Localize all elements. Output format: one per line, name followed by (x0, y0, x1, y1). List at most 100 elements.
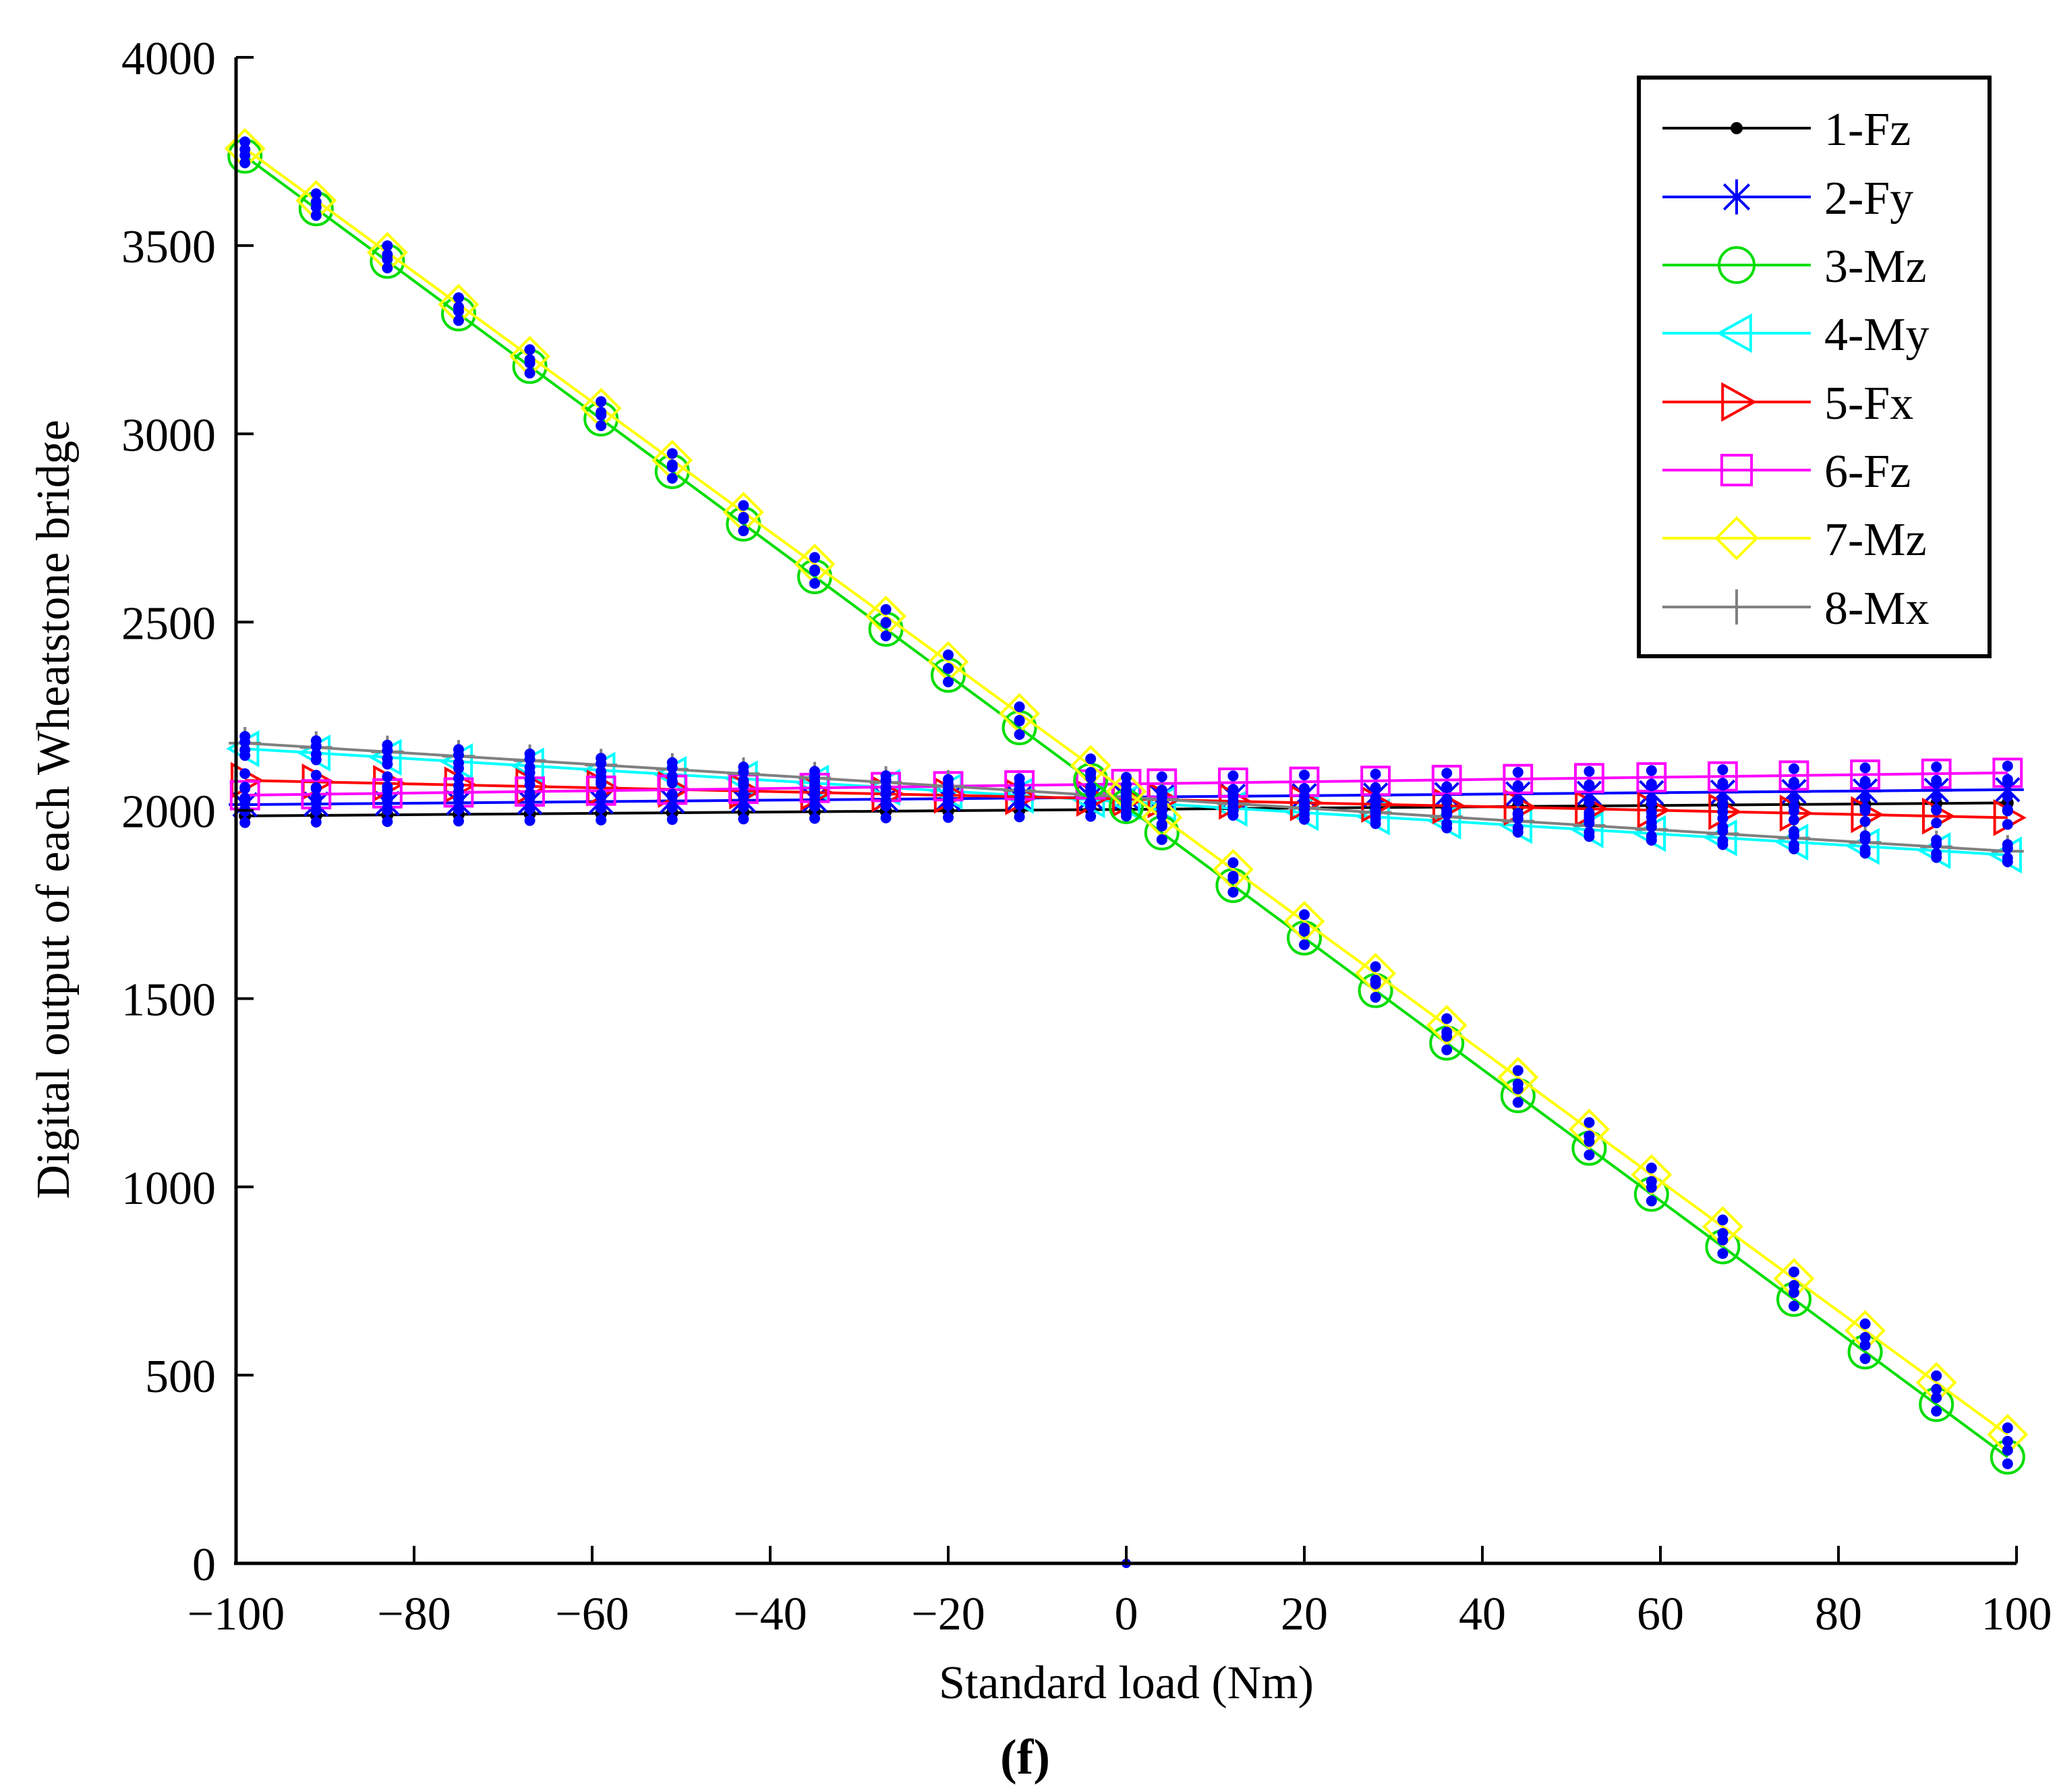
sample-dot (1717, 764, 1729, 776)
x-axis-label: Standard load (Nm) (939, 1657, 1314, 1709)
sample-dot (1789, 839, 1799, 850)
sample-dot (1931, 761, 1942, 773)
sample-dot (382, 771, 393, 782)
sample-dot (524, 792, 535, 804)
sample-dot (310, 749, 322, 760)
legend-marker (1731, 122, 1743, 134)
sample-dot (1789, 801, 1799, 812)
y-tick-label: 3500 (121, 221, 216, 273)
sample-dot (596, 803, 607, 814)
sample-dot (453, 306, 464, 317)
sample-dot (1299, 809, 1310, 821)
data-point (1635, 776, 1668, 809)
y-tick-label: 1500 (121, 975, 216, 1027)
sample-dot (1370, 782, 1381, 793)
sample-dot (310, 795, 322, 807)
legend-label: 3-Mz (1824, 241, 1927, 293)
sample-dot (738, 761, 749, 773)
sample-dot (453, 804, 464, 815)
sample-dot (1512, 780, 1524, 792)
sample-dot (1085, 753, 1097, 765)
sample-dot (524, 761, 535, 773)
sample-dot (738, 513, 749, 525)
sample-dot (880, 630, 892, 641)
x-tick-label: −80 (377, 1588, 451, 1640)
sample-dot (382, 794, 393, 806)
sample-dot (809, 565, 820, 577)
sample-dot (943, 812, 954, 823)
sample-dot (596, 778, 607, 790)
sample-dot (1156, 787, 1167, 799)
sample-dot (738, 525, 749, 537)
sample-dot (666, 802, 678, 813)
sample-dot (1789, 826, 1799, 837)
sample-dot (1512, 822, 1524, 834)
sample-dot (310, 782, 322, 793)
sample-dot (1859, 762, 1871, 774)
data-point (1503, 763, 1534, 794)
sample-dot (1227, 784, 1239, 795)
sample-dot (239, 150, 251, 161)
sample-dot (1370, 813, 1381, 825)
sample-dot (1717, 1227, 1729, 1239)
sample-dot (2002, 819, 2013, 830)
data-point (1431, 764, 1462, 795)
x-tick-label: 100 (1981, 1588, 2052, 1640)
sample-dot (1441, 793, 1453, 805)
sample-dot (1512, 809, 1524, 820)
sample-dot (596, 420, 607, 432)
sample-dot (1859, 1353, 1871, 1364)
legend-item-8-Mx: 8-Mx (1662, 583, 1930, 635)
sample-dot (1789, 1300, 1799, 1312)
sample-dot (943, 774, 954, 785)
sample-dot (1646, 798, 1657, 809)
x-tick-label: 80 (1815, 1588, 1862, 1640)
sample-dot (310, 202, 322, 213)
sample-dot (1014, 701, 1025, 713)
sample-dot (1370, 792, 1381, 803)
sample-dot (1646, 765, 1657, 776)
sample-dot (943, 649, 954, 660)
sample-dot (524, 368, 535, 379)
sample-dot (1859, 815, 1871, 827)
sample-dot (239, 730, 251, 742)
sample-dot (524, 779, 535, 790)
sample-dot (2002, 790, 2013, 802)
sample-dot (1584, 827, 1595, 838)
legend-marker (1716, 313, 1752, 353)
legend-label: 8-Mx (1824, 583, 1930, 635)
sample-dot (524, 344, 535, 355)
sample-dot (310, 770, 322, 781)
sample-dot (1584, 1117, 1595, 1128)
sample-dot (239, 744, 251, 755)
sample-dot (1584, 1149, 1595, 1161)
sample-dot (880, 812, 892, 823)
sample-dot (1859, 1339, 1871, 1351)
sample-layer (239, 136, 2013, 1568)
sample-dot (1931, 834, 1942, 846)
sample-dot (1014, 792, 1025, 803)
sample-dot (1859, 844, 1871, 855)
sample-dot (239, 157, 251, 169)
sample-dot (1227, 857, 1239, 869)
sample-dot (1512, 1097, 1524, 1108)
x-tick-label: 0 (1115, 1588, 1138, 1640)
sample-dot (1789, 1279, 1799, 1291)
sample-dot (596, 766, 607, 778)
sample-dot (809, 789, 820, 801)
sample-dot (1227, 791, 1239, 803)
y-axis-label: Digital output of each Wheatstone bridge (28, 420, 80, 1198)
legend-label: 1-Fz (1824, 104, 1911, 156)
sample-dot (382, 805, 393, 816)
sample-dot (809, 577, 820, 589)
sample-dot (310, 805, 322, 817)
sample-dot (1646, 778, 1657, 790)
sample-dot (1441, 1044, 1453, 1056)
sample-dot (1717, 835, 1729, 846)
sample-dot (809, 552, 820, 563)
legend-marker (1719, 589, 1754, 625)
sample-dot (1931, 804, 1942, 815)
sample-dot (596, 792, 607, 803)
sample-dot (2002, 1458, 2013, 1470)
sample-dot (1931, 1383, 1942, 1395)
